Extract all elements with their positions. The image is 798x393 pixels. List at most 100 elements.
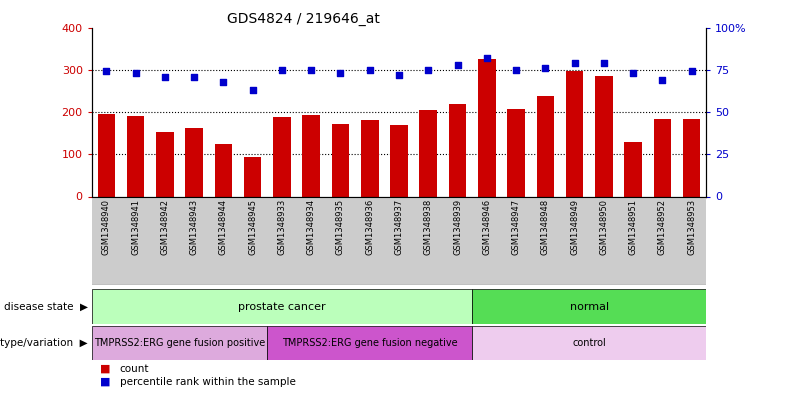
- Bar: [531, 196, 560, 285]
- Text: GSM1348937: GSM1348937: [394, 199, 404, 255]
- Bar: [92, 196, 121, 285]
- Point: [188, 73, 200, 80]
- Text: disease state  ▶: disease state ▶: [4, 301, 88, 312]
- Point: [451, 62, 464, 68]
- Point: [363, 66, 376, 73]
- Bar: [209, 196, 238, 285]
- Bar: [273, 117, 290, 196]
- Bar: [238, 196, 267, 285]
- Bar: [683, 119, 701, 196]
- Text: TMPRSS2:ERG gene fusion positive: TMPRSS2:ERG gene fusion positive: [94, 338, 265, 348]
- Text: count: count: [120, 364, 149, 374]
- Bar: [92, 326, 267, 360]
- Text: GSM1348945: GSM1348945: [248, 199, 257, 255]
- Bar: [185, 128, 203, 196]
- Bar: [478, 59, 496, 196]
- Bar: [508, 109, 525, 196]
- Text: GSM1348940: GSM1348940: [102, 199, 111, 255]
- Text: normal: normal: [570, 301, 609, 312]
- Point: [480, 55, 493, 61]
- Point: [100, 68, 113, 75]
- Bar: [332, 124, 350, 196]
- Point: [159, 73, 172, 80]
- Text: ■: ■: [100, 377, 110, 387]
- Text: GSM1348951: GSM1348951: [629, 199, 638, 255]
- Bar: [390, 125, 408, 196]
- Bar: [97, 114, 115, 196]
- Point: [626, 70, 639, 76]
- Text: GDS4824 / 219646_at: GDS4824 / 219646_at: [227, 12, 380, 26]
- Text: ■: ■: [100, 364, 110, 374]
- Point: [598, 60, 610, 66]
- Text: GSM1348948: GSM1348948: [541, 199, 550, 255]
- Bar: [501, 196, 531, 285]
- Point: [247, 87, 259, 93]
- Bar: [472, 326, 706, 360]
- Point: [393, 72, 405, 78]
- Bar: [150, 196, 180, 285]
- Bar: [244, 157, 262, 196]
- Text: GSM1348947: GSM1348947: [512, 199, 520, 255]
- Point: [568, 60, 581, 66]
- Bar: [536, 96, 554, 196]
- Text: GSM1348942: GSM1348942: [160, 199, 169, 255]
- Bar: [472, 196, 501, 285]
- Text: GSM1348949: GSM1348949: [570, 199, 579, 255]
- Text: GSM1348944: GSM1348944: [219, 199, 228, 255]
- Bar: [326, 196, 355, 285]
- Text: GSM1348941: GSM1348941: [131, 199, 140, 255]
- Text: GSM1348939: GSM1348939: [453, 199, 462, 255]
- Text: GSM1348938: GSM1348938: [424, 199, 433, 255]
- Text: genotype/variation  ▶: genotype/variation ▶: [0, 338, 88, 348]
- Text: GSM1348952: GSM1348952: [658, 199, 667, 255]
- Text: prostate cancer: prostate cancer: [238, 301, 326, 312]
- Text: GSM1348935: GSM1348935: [336, 199, 345, 255]
- Bar: [413, 196, 443, 285]
- Bar: [297, 196, 326, 285]
- Bar: [302, 116, 320, 196]
- Bar: [420, 110, 437, 196]
- Point: [539, 65, 551, 71]
- Bar: [595, 76, 613, 196]
- Point: [275, 66, 288, 73]
- Bar: [156, 132, 174, 196]
- Point: [685, 68, 698, 75]
- Bar: [121, 196, 150, 285]
- Bar: [654, 119, 671, 196]
- Text: percentile rank within the sample: percentile rank within the sample: [120, 377, 295, 387]
- Text: GSM1348943: GSM1348943: [190, 199, 199, 255]
- Point: [129, 70, 142, 76]
- Bar: [618, 196, 648, 285]
- Bar: [267, 326, 472, 360]
- Point: [422, 66, 435, 73]
- Bar: [472, 289, 706, 324]
- Point: [334, 70, 347, 76]
- Bar: [443, 196, 472, 285]
- Bar: [127, 116, 144, 196]
- Text: GSM1348953: GSM1348953: [687, 199, 696, 255]
- Bar: [589, 196, 618, 285]
- Bar: [267, 196, 297, 285]
- Bar: [677, 196, 706, 285]
- Point: [656, 77, 669, 83]
- Bar: [180, 196, 209, 285]
- Point: [305, 66, 318, 73]
- Bar: [355, 196, 385, 285]
- Bar: [92, 289, 472, 324]
- Bar: [361, 119, 378, 196]
- Text: GSM1348936: GSM1348936: [365, 199, 374, 255]
- Point: [217, 79, 230, 85]
- Bar: [624, 141, 642, 196]
- Text: GSM1348950: GSM1348950: [599, 199, 608, 255]
- Text: TMPRSS2:ERG gene fusion negative: TMPRSS2:ERG gene fusion negative: [282, 338, 457, 348]
- Text: GSM1348946: GSM1348946: [482, 199, 492, 255]
- Bar: [215, 144, 232, 196]
- Text: control: control: [572, 338, 606, 348]
- Bar: [385, 196, 413, 285]
- Text: GSM1348934: GSM1348934: [306, 199, 316, 255]
- Text: GSM1348933: GSM1348933: [278, 199, 286, 255]
- Bar: [648, 196, 677, 285]
- Point: [510, 66, 523, 73]
- Bar: [566, 71, 583, 196]
- Bar: [560, 196, 589, 285]
